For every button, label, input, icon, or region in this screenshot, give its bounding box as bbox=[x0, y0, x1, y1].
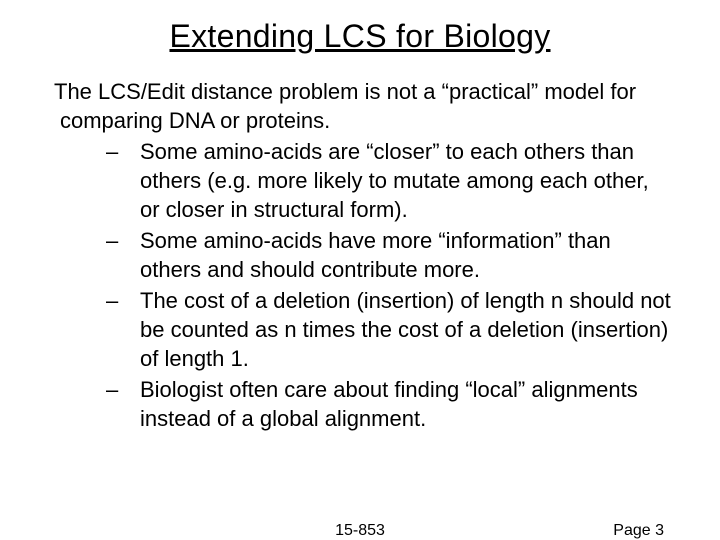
bullet-item: The cost of a deletion (insertion) of le… bbox=[106, 286, 672, 373]
slide: Extending LCS for Biology The LCS/Edit d… bbox=[0, 0, 720, 540]
intro-paragraph: The LCS/Edit distance problem is not a “… bbox=[54, 77, 672, 135]
slide-body: The LCS/Edit distance problem is not a “… bbox=[48, 77, 672, 433]
bullet-item: Biologist often care about finding “loca… bbox=[106, 375, 672, 433]
bullet-list: Some amino-acids are “closer” to each ot… bbox=[106, 137, 672, 433]
bullet-item: Some amino-acids are “closer” to each ot… bbox=[106, 137, 672, 224]
footer-course-number: 15-853 bbox=[335, 522, 385, 540]
slide-title: Extending LCS for Biology bbox=[48, 18, 672, 55]
bullet-item: Some amino-acids have more “information”… bbox=[106, 226, 672, 284]
footer-page-number: Page 3 bbox=[613, 522, 664, 540]
